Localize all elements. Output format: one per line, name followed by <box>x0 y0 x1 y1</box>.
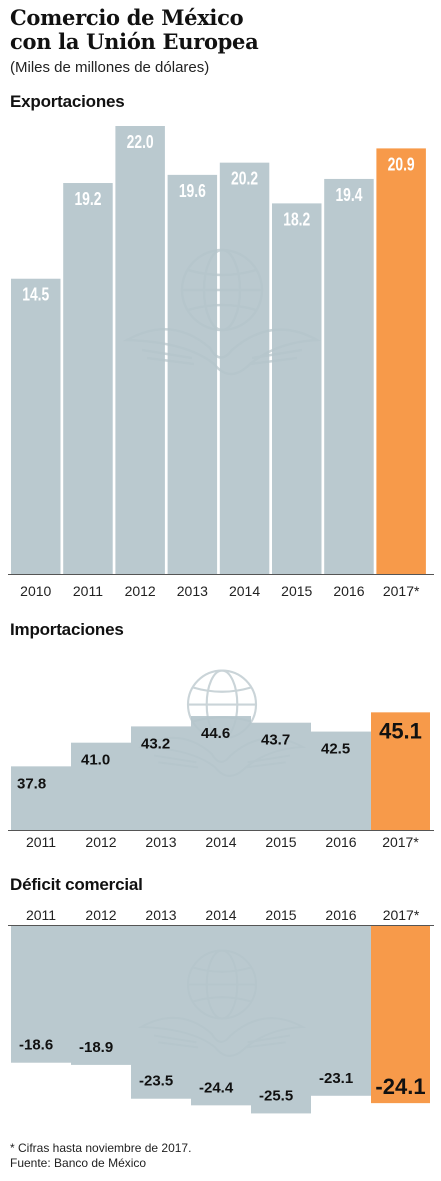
export-bar <box>376 148 426 574</box>
import-value-label: 45.1 <box>379 718 422 743</box>
import-bar <box>311 731 371 830</box>
deficit-chart: 2011 2012 2013 2014 2015 2016 2017* -18.6 -18.9 -… <box>8 907 434 1114</box>
export-year-label: 2016 <box>333 583 364 599</box>
export-bar <box>324 178 374 574</box>
deficit-value-label: -18.6 <box>19 1037 53 1054</box>
deficit-year-label: 2015 <box>265 907 296 923</box>
import-bar <box>251 722 311 830</box>
export-year-label: 2013 <box>177 583 208 599</box>
import-value-label: 44.6 <box>201 725 230 742</box>
deficit-title: Déficit comercial <box>10 875 143 894</box>
export-value-label: 19.6 <box>179 181 206 201</box>
footnote: * Cifras hasta noviembre de 2017. <box>10 1141 192 1155</box>
import-year-label: 2012 <box>85 834 116 850</box>
deficit-value-label: -24.1 <box>375 1074 425 1099</box>
chart-subtitle: (Miles de millones de dólares) <box>10 59 210 76</box>
import-year-label: 2015 <box>265 834 296 850</box>
deficit-value-label: -25.5 <box>259 1087 293 1104</box>
source-note: Fuente: Banco de México <box>10 1156 147 1170</box>
import-value-label: 43.7 <box>261 732 290 749</box>
export-bar <box>219 162 270 574</box>
import-year-label: 2014 <box>205 834 236 850</box>
import-value-label: 37.8 <box>17 775 46 792</box>
deficit-bar <box>311 926 371 1096</box>
import-value-label: 41.0 <box>81 752 110 769</box>
export-year-label: 2011 <box>73 583 103 599</box>
export-bar <box>167 174 218 574</box>
import-year-label: 2011 <box>26 834 56 850</box>
import-value-label: 42.5 <box>321 741 350 758</box>
export-value-label: 22.0 <box>127 132 154 152</box>
deficit-year-label: 2017* <box>383 907 420 923</box>
export-bar <box>11 278 61 574</box>
export-year-label: 2010 <box>20 583 51 599</box>
deficit-bar <box>191 926 251 1106</box>
import-value-label: 43.2 <box>141 735 170 752</box>
deficit-value-label: -18.9 <box>79 1039 113 1056</box>
deficit-bar <box>71 926 131 1065</box>
imports-title: Importaciones <box>10 620 124 639</box>
export-year-label: 2012 <box>125 583 156 599</box>
export-bar <box>115 126 165 574</box>
import-year-label: 2013 <box>145 834 176 850</box>
deficit-year-label: 2014 <box>205 907 236 923</box>
import-bar <box>11 766 71 830</box>
deficit-bar <box>251 926 311 1114</box>
export-value-label: 14.5 <box>22 285 49 305</box>
deficit-value-label: -24.4 <box>199 1079 234 1096</box>
import-year-label: 2017* <box>382 834 419 850</box>
export-value-label: 19.4 <box>335 185 362 205</box>
import-bar <box>131 726 191 830</box>
export-year-label: 2015 <box>281 583 312 599</box>
deficit-year-label: 2011 <box>26 907 56 923</box>
import-bar <box>191 716 251 830</box>
deficit-year-label: 2016 <box>325 907 356 923</box>
export-bar <box>63 183 113 574</box>
export-value-label: 19.2 <box>74 189 101 209</box>
deficit-value-label: -23.1 <box>319 1070 353 1087</box>
export-value-label: 18.2 <box>283 209 310 229</box>
deficit-bar <box>131 926 191 1099</box>
title-line-1: Comercio de México <box>10 5 244 30</box>
deficit-bar <box>371 926 430 1104</box>
deficit-bar <box>11 926 71 1063</box>
export-bar <box>272 203 322 574</box>
deficit-year-label: 2012 <box>85 907 116 923</box>
exports-chart: 14.5 2010 19.2 2011 22.0 2012 19.6 2013 20.2 2014… <box>8 126 434 599</box>
chart-title: Comercio de México con la Unión Europea <box>10 5 259 54</box>
import-bar <box>371 712 430 830</box>
exports-title: Exportaciones <box>10 92 125 111</box>
import-bar <box>71 742 131 830</box>
deficit-value-label: -23.5 <box>139 1073 173 1090</box>
export-value-label: 20.2 <box>231 169 258 189</box>
imports-chart: 37.8 2011 41.0 2012 43.2 2013 44.6 2014 43.7 2015… <box>8 669 434 850</box>
import-year-label: 2016 <box>325 834 356 850</box>
deficit-year-label: 2013 <box>145 907 176 923</box>
title-line-2: con la Unión Europea <box>10 29 259 54</box>
export-year-label: 2014 <box>229 583 260 599</box>
export-value-label: 20.9 <box>388 154 415 174</box>
export-year-label: 2017* <box>383 583 420 599</box>
